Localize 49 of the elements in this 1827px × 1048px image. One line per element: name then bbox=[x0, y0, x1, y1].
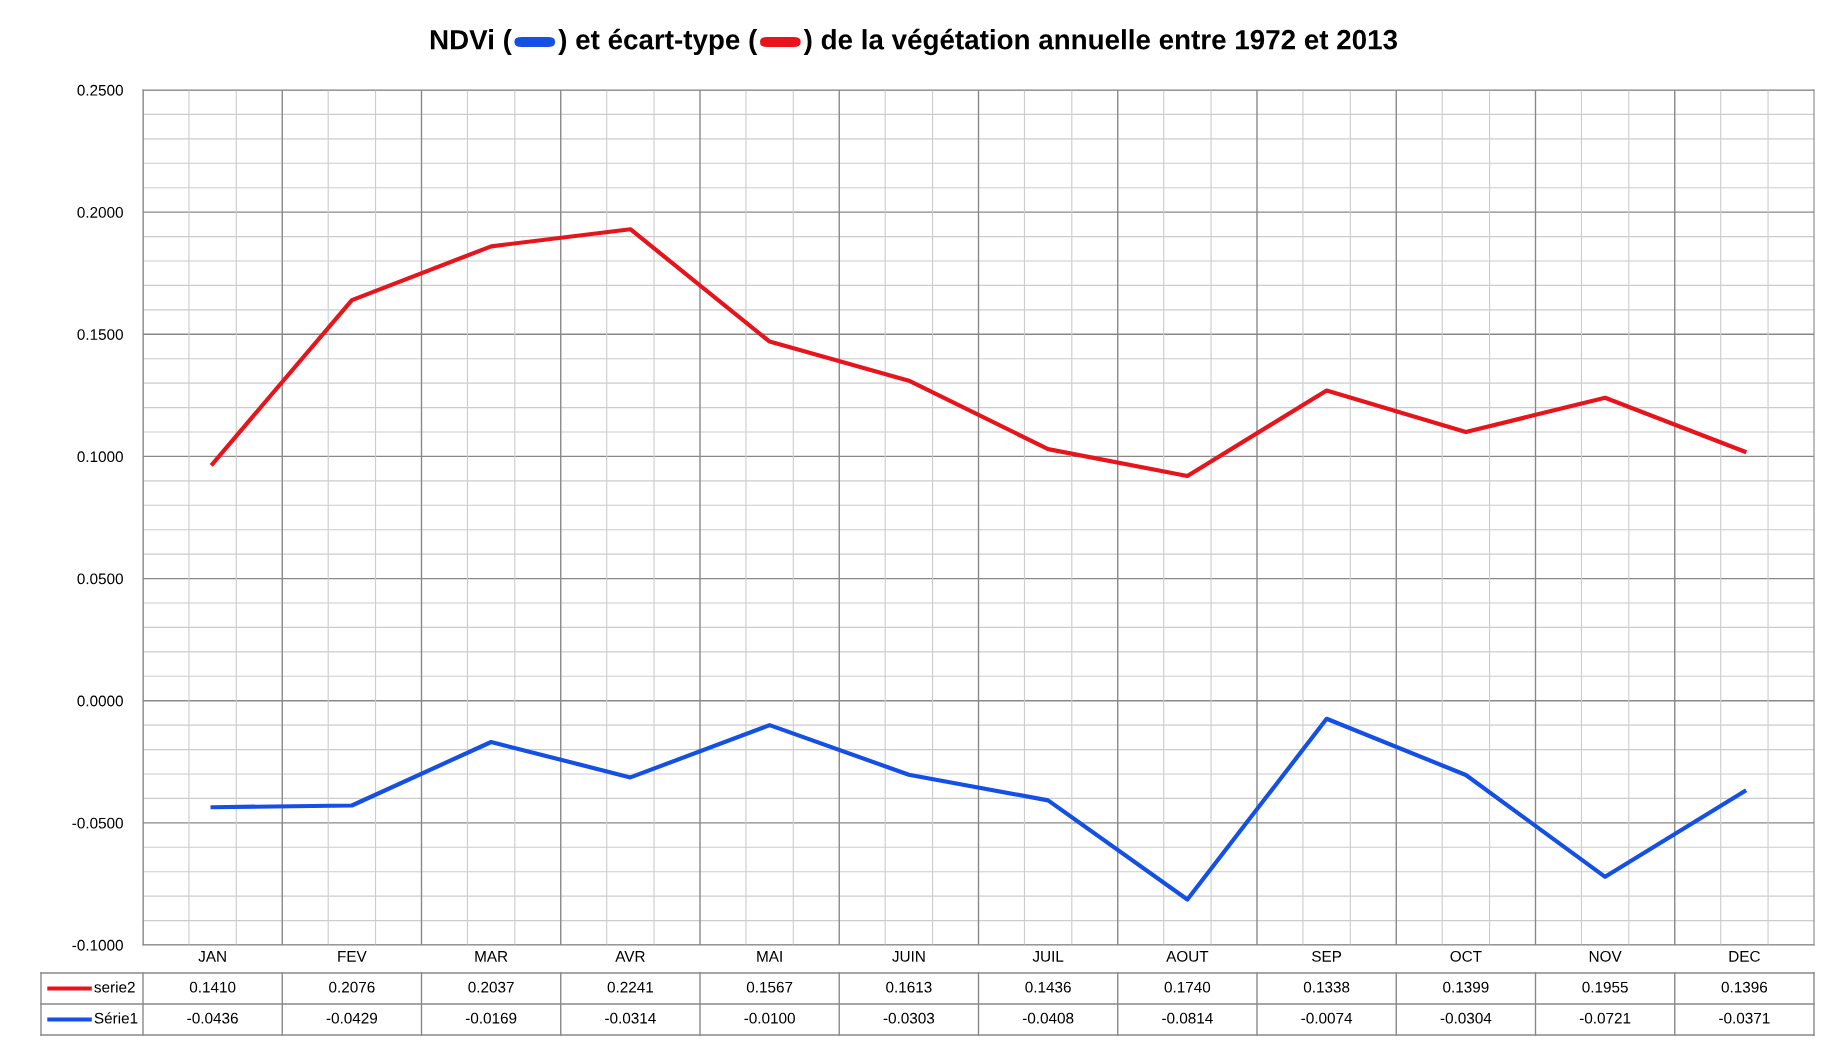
data-label: -0.0721 bbox=[1579, 1012, 1631, 1024]
data-label: -0.0100 bbox=[744, 1012, 795, 1024]
x-tick-label: DEC bbox=[1729, 950, 1760, 962]
text: 0.2037 bbox=[468, 981, 514, 993]
text: 0.1740 bbox=[1164, 981, 1211, 993]
data-label: -0.0074 bbox=[1301, 1012, 1353, 1024]
x-tick-label: AOUT bbox=[1166, 950, 1209, 962]
text: 0.2241 bbox=[607, 981, 653, 993]
y-tick-label: 0.1500 bbox=[77, 329, 123, 340]
y-tick-label: 0.0500 bbox=[77, 573, 123, 585]
y-tick-label: 0.1000 bbox=[77, 451, 123, 463]
data-label: -0.0304 bbox=[1440, 1012, 1492, 1024]
data-label: -0.0371 bbox=[1719, 1012, 1770, 1024]
line-series bbox=[210, 227, 1747, 479]
data-label: -0.0408 bbox=[1022, 1012, 1074, 1024]
x-tick-label: AVR bbox=[615, 951, 645, 962]
y-tick-label: 0.2500 bbox=[77, 84, 123, 96]
data-label: -0.0429 bbox=[326, 1012, 378, 1024]
text: 0.1396 bbox=[1721, 981, 1768, 993]
x-tick-label: JUIL bbox=[1032, 951, 1064, 962]
text: 0.1613 bbox=[886, 981, 932, 993]
data-label: -0.0314 bbox=[605, 1012, 656, 1024]
text: 0.1399 bbox=[1443, 981, 1489, 993]
x-tick-label: MAI bbox=[757, 951, 782, 962]
x-tick-label: FEV bbox=[338, 951, 367, 962]
line-series bbox=[210, 716, 1747, 902]
chart-title: NDVi ( ) et écart-type ( ) de la végétation annuelle entre 1972 et 2013 bbox=[430, 28, 1398, 56]
text: 0.1410 bbox=[189, 981, 236, 993]
text: 0.1955 bbox=[1582, 981, 1628, 993]
data-label: -0.0169 bbox=[465, 1012, 517, 1024]
x-tick-label: JAN bbox=[198, 951, 226, 962]
x-tick-label: JUIN bbox=[892, 951, 925, 962]
x-tick-label: MAR bbox=[475, 951, 508, 962]
y-tick-label: 0.0000 bbox=[77, 695, 123, 707]
text: 0.1338 bbox=[1303, 981, 1350, 993]
y-tick-label: -0.1000 bbox=[72, 939, 123, 951]
text: 0.1567 bbox=[746, 981, 793, 993]
data-label: -0.0814 bbox=[1162, 1012, 1213, 1024]
y-tick-label: -0.0500 bbox=[72, 817, 123, 829]
data-label: -0.0436 bbox=[187, 1012, 238, 1024]
data-label: -0.0303 bbox=[883, 1012, 935, 1024]
x-tick-label: SEP bbox=[1312, 950, 1342, 962]
text: 0.1436 bbox=[1025, 981, 1071, 993]
x-tick-label: NOV bbox=[1589, 950, 1622, 962]
legend-label: serie2 bbox=[94, 981, 135, 993]
text: 0.2076 bbox=[329, 981, 375, 993]
y-tick-label: 0.2000 bbox=[77, 207, 123, 218]
legend-label: Série1 bbox=[94, 1012, 138, 1024]
x-tick-label: OCT bbox=[1450, 950, 1482, 962]
